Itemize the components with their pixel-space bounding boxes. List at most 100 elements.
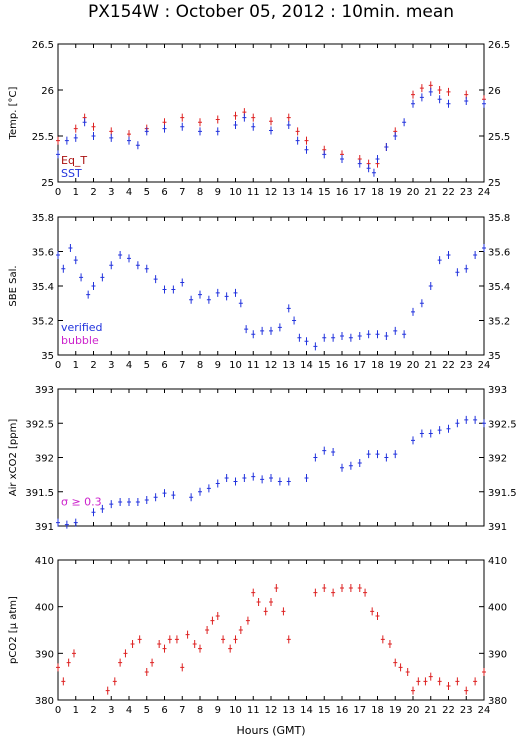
x-tick-label: 16 [336, 187, 349, 198]
data-point [251, 122, 256, 131]
data-point [269, 126, 273, 135]
x-tick-label: 3 [108, 705, 114, 716]
x-tick-label: 0 [55, 187, 61, 198]
data-point [375, 450, 380, 459]
x-tick-label: 23 [460, 705, 473, 716]
x-tick-label: 24 [478, 187, 491, 198]
x-tick-label: 2 [90, 360, 96, 371]
y-axis-label: Temp. [°C] [8, 87, 19, 141]
data-point [331, 448, 336, 457]
data-point [482, 244, 486, 253]
data-point [224, 474, 229, 483]
data-point [322, 333, 327, 342]
data-point [162, 285, 167, 294]
data-point [56, 250, 60, 259]
data-point [162, 489, 167, 498]
data-point [393, 450, 398, 459]
data-point [411, 686, 415, 695]
data-point [215, 288, 220, 297]
x-tick-label: 2 [90, 187, 96, 198]
data-point [482, 419, 486, 428]
data-point [428, 87, 433, 96]
x-tick-label: 14 [300, 705, 313, 716]
data-point [91, 122, 96, 131]
data-point [157, 640, 162, 648]
data-point [198, 290, 202, 299]
data-point [464, 264, 469, 273]
data-point [162, 644, 167, 653]
data-point [251, 472, 256, 481]
x-tick-label: 20 [407, 360, 420, 371]
x-tick-label: 19 [389, 360, 402, 371]
data-point [64, 520, 69, 529]
data-point [340, 155, 344, 163]
data-point [91, 132, 96, 140]
y-tick-label-right: 410 [488, 556, 507, 567]
x-tick-label: 12 [265, 187, 278, 198]
y-tick-label-right: 26 [488, 86, 501, 97]
x-tick-label: 0 [55, 360, 61, 371]
data-point [393, 658, 398, 667]
data-point [86, 290, 91, 299]
y-tick-label: 35.4 [32, 282, 54, 293]
data-point [446, 87, 451, 96]
data-point [357, 584, 362, 592]
x-tick-label: 11 [247, 705, 260, 716]
data-point [171, 491, 176, 500]
data-point [238, 299, 243, 308]
y-tick-label-right: 35.4 [488, 282, 510, 293]
x-tick-label: 4 [126, 360, 132, 371]
x-tick-label: 5 [144, 360, 150, 371]
data-point [375, 612, 380, 620]
x-tick-label: 22 [442, 187, 455, 198]
data-point [162, 124, 167, 133]
data-point [281, 607, 286, 616]
x-tick-label: 13 [282, 187, 295, 198]
data-point [398, 663, 403, 672]
legend-entry: Eq_T [61, 154, 87, 167]
x-tick-label: 10 [229, 360, 242, 371]
data-point [411, 436, 415, 445]
y-axis-label: pCO2 [μ atm] [8, 596, 19, 664]
data-point [210, 616, 215, 625]
data-point [446, 250, 451, 259]
data-point [61, 264, 66, 273]
y-tick-label: 400 [35, 603, 54, 614]
x-tick-label: 21 [424, 705, 437, 716]
data-point [185, 630, 190, 639]
data-point [180, 278, 185, 287]
data-point [446, 424, 451, 433]
chart-title: PX154W : October 05, 2012 : 10min. mean [88, 2, 454, 22]
series-data [56, 415, 486, 529]
x-tick-label: 0 [55, 705, 61, 716]
data-point [68, 244, 73, 253]
data-point [370, 607, 375, 616]
data-point [135, 261, 140, 270]
data-point [198, 127, 202, 136]
data-point [256, 598, 261, 606]
data-point [269, 326, 273, 335]
y-axis-label: Air xCO2 [ppm] [8, 419, 19, 497]
data-point [180, 663, 185, 672]
data-point [56, 518, 60, 527]
y-tick-label: 392.5 [25, 419, 54, 430]
data-point [286, 120, 291, 129]
data-point [153, 493, 158, 502]
data-point [419, 93, 424, 102]
y-tick-label-right: 393 [488, 385, 507, 396]
x-tick-label: 14 [300, 360, 313, 371]
data-point [405, 668, 410, 676]
data-point [91, 282, 96, 290]
x-tick-label: 8 [197, 187, 203, 198]
data-point [144, 264, 149, 273]
data-point [419, 84, 424, 93]
data-point [455, 677, 460, 686]
data-point [387, 640, 392, 648]
y-tick-label-right: 26.5 [488, 40, 510, 51]
data-point [482, 668, 486, 676]
data-point [384, 332, 389, 341]
data-point [411, 307, 415, 316]
x-tick-label: 7 [179, 705, 185, 716]
data-point [384, 143, 389, 152]
